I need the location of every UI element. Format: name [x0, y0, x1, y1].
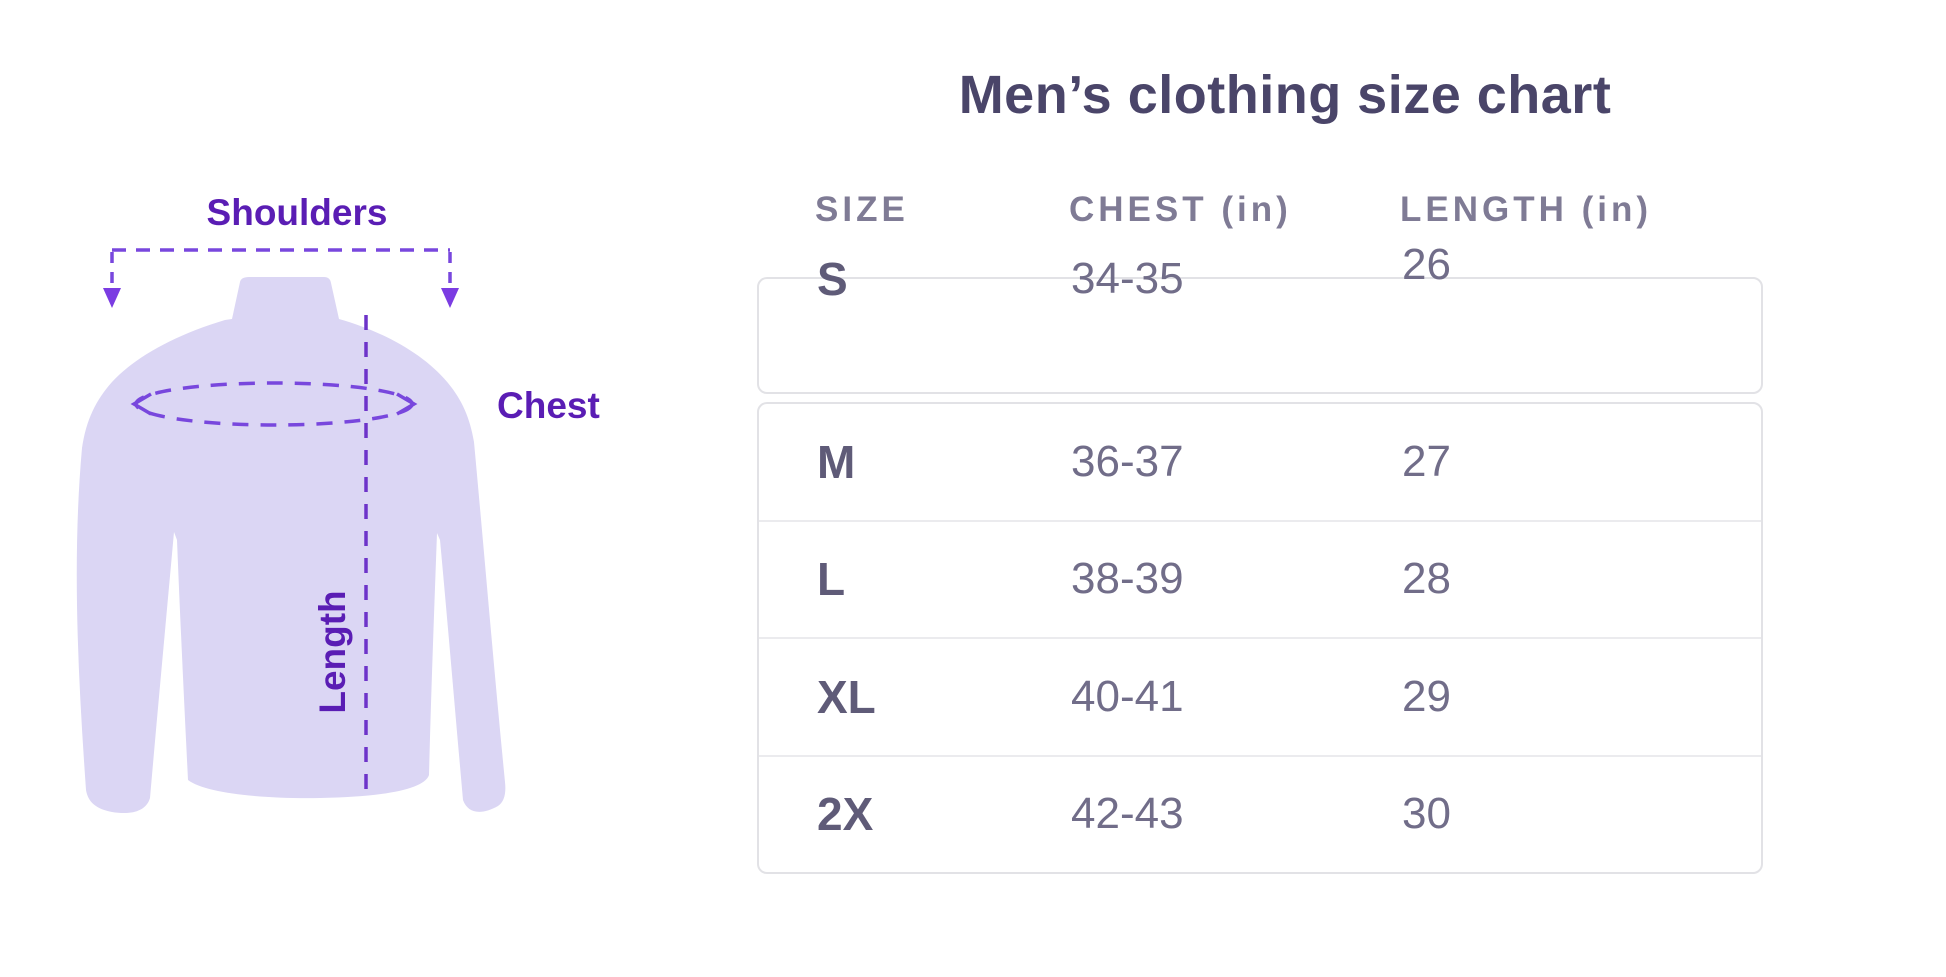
table-box-rest: M 36-37 27 L 38-39 28 XL 40-41 29 2X 42-…	[757, 402, 1763, 874]
length-cell: 29	[1402, 671, 1451, 721]
table-header-row: SIZE CHEST (in) LENGTH (in)	[757, 190, 1763, 230]
length-cell: 27	[1402, 436, 1451, 486]
table-row: M 36-37 27	[759, 404, 1761, 520]
size-cell: 2X	[817, 788, 874, 841]
length-label: Length	[312, 590, 353, 714]
chest-label: Chest	[497, 385, 600, 426]
chest-arrow-right-icon	[396, 392, 418, 416]
shoulders-arrow-right-icon	[441, 288, 459, 308]
chest-cell: 42-43	[1071, 789, 1184, 839]
size-cell: L	[817, 553, 846, 606]
table-row: XL 40-41 29	[759, 637, 1761, 755]
size-cell: S	[817, 253, 848, 305]
size-cell: M	[817, 435, 856, 488]
size-cell: XL	[817, 670, 876, 723]
table-row: 2X 42-43 30	[759, 754, 1761, 873]
chest-cell: 36-37	[1071, 436, 1184, 486]
table-row: L 38-39 28	[759, 519, 1761, 638]
chest-cell: 38-39	[1071, 554, 1184, 604]
chest-arrow-left-icon	[130, 392, 152, 416]
length-cell: 26	[1402, 240, 1451, 289]
column-header-chest: CHEST (in)	[1069, 190, 1292, 229]
chest-cell: 40-41	[1071, 671, 1184, 721]
column-header-size: SIZE	[815, 190, 909, 229]
shoulders-measure-bracket	[110, 248, 452, 284]
shoulders-label: Shoulders	[206, 192, 388, 233]
table-box-first: S 34-35 26	[757, 240, 1763, 394]
column-header-length: LENGTH (in)	[1400, 190, 1653, 229]
page-title: Men’s clothing size chart	[958, 65, 1612, 125]
shirt-back-graphic	[76, 277, 506, 814]
shoulders-arrow-left-icon	[103, 288, 121, 308]
shirt-measurement-diagram	[76, 248, 506, 814]
length-cell: 28	[1402, 554, 1451, 604]
length-cell: 30	[1402, 789, 1451, 839]
chest-cell: 34-35	[1071, 254, 1184, 303]
